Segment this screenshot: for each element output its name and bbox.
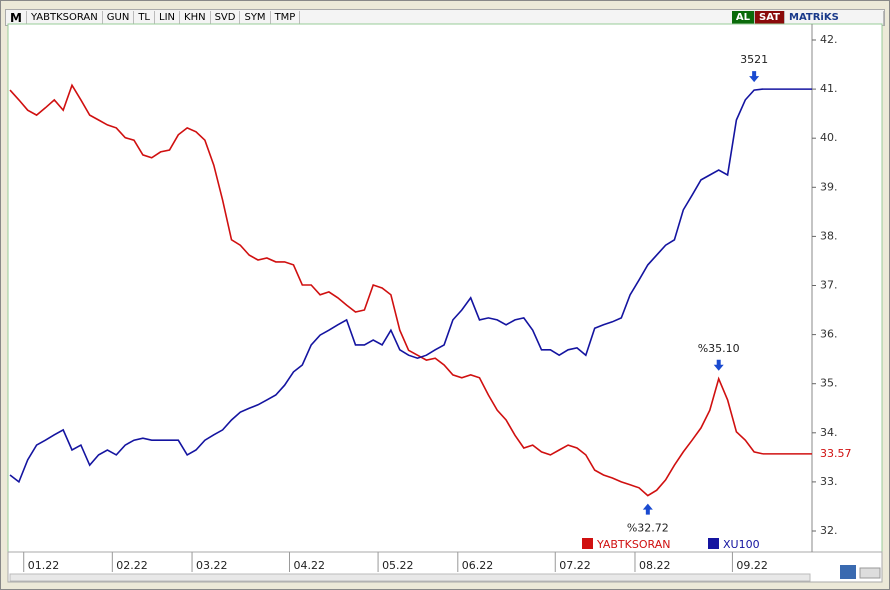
refresh-button[interactable] [840,565,856,579]
legend-swatch [582,538,593,549]
marker-arrow [642,503,653,515]
marker-label: %32.72 [627,522,669,535]
marker-arrow [713,359,724,371]
sell-button[interactable]: SAT [755,10,785,25]
toolbar-button[interactable]: KHN [180,10,211,25]
legend-label: XU100 [723,538,760,551]
scrollbar[interactable] [9,573,811,582]
legend-swatch [708,538,719,549]
logo: M [6,10,27,25]
x-tick-label: 05.22 [382,559,414,572]
plot-area [7,23,883,553]
toolbar-button[interactable]: LIN [155,10,181,25]
x-tick-label: 09.22 [736,559,768,572]
toolbar-button[interactable]: TMP [271,10,301,25]
symbol[interactable]: YABTKSORAN [27,10,103,25]
x-tick-label: 04.22 [293,559,325,572]
series-line [9,88,764,484]
marker-arrow [749,71,760,83]
x-tick-label: 06.22 [462,559,494,572]
y-tick-label: 39. [820,180,838,193]
y-tick-label: 35. [820,377,838,390]
toolbar-button[interactable]: GUN [103,10,135,25]
marker-label: 3521 [740,53,768,66]
toolbar-button[interactable]: SVD [211,10,241,25]
y-tick-label: 38. [820,229,838,242]
series-line [9,83,764,497]
x-tick-label: 02.22 [116,559,147,572]
last-value-label: 33.57 [820,447,852,460]
y-tick-label: 36. [820,328,838,341]
legend-label: YABTKSORAN [596,538,670,551]
y-tick-label: 37. [820,279,838,292]
y-tick-label: 40. [820,131,838,144]
y-tick-label: 34. [820,426,838,439]
marker-label: %35.10 [698,342,740,355]
toolbar-button[interactable]: TL [134,10,155,25]
x-tick-label: 08.22 [639,559,671,572]
buy-button[interactable]: AL [731,10,755,25]
x-tick-label: 07.22 [559,559,591,572]
y-tick-label: 42. [820,33,838,46]
y-tick-label: 32. [820,524,838,537]
x-tick-label: 01.22 [28,559,60,572]
y-tick-label: 41. [820,82,838,95]
brand: MATRiKS [785,10,884,25]
nav-button[interactable] [859,567,881,579]
y-tick-label: 33. [820,475,838,488]
toolbar-button[interactable]: SYM [240,10,271,25]
x-tick-label: 03.22 [196,559,228,572]
toolbar: M YABTKSORAN GUN TL LIN KHN SVD SYM TMP … [5,9,885,26]
